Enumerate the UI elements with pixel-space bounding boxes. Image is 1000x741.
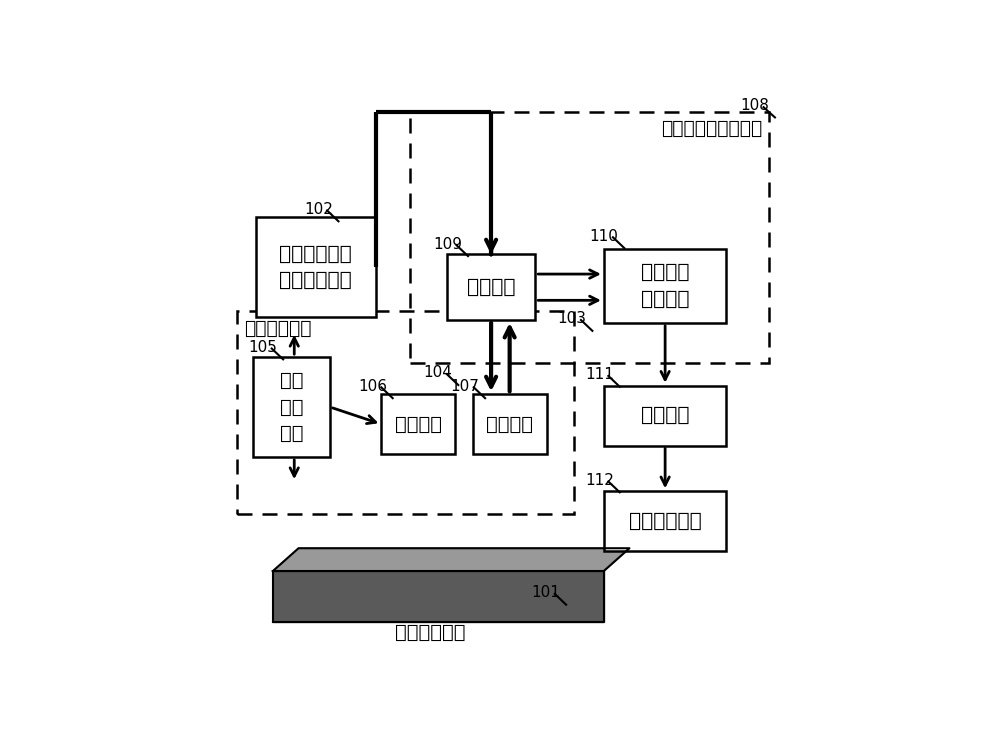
Bar	[604, 491, 726, 551]
Bar	[381, 394, 455, 454]
Text: 检测线圈: 检测线圈	[486, 415, 533, 433]
Bar	[410, 112, 769, 363]
Text: 112: 112	[585, 473, 614, 488]
Text: 106: 106	[358, 379, 387, 393]
Text: 102: 102	[304, 202, 333, 216]
Text: 多频检测
信号分离: 多频检测 信号分离	[641, 263, 689, 308]
Text: 深度反演模块: 深度反演模块	[629, 511, 702, 531]
Bar	[253, 357, 330, 457]
Text: 103: 103	[558, 311, 587, 326]
Text: 激励线圈: 激励线圈	[395, 415, 442, 433]
Bar	[604, 249, 726, 323]
Text: 107: 107	[451, 379, 479, 393]
Text: 109: 109	[433, 236, 462, 251]
Text: 108: 108	[740, 98, 769, 113]
Text: 复合材料试样: 复合材料试样	[395, 622, 465, 642]
Text: 104: 104	[424, 365, 453, 380]
Text: 前置放大: 前置放大	[467, 278, 515, 296]
Bar	[473, 394, 547, 454]
Polygon shape	[273, 548, 629, 571]
Bar	[604, 385, 726, 445]
Bar	[237, 311, 574, 514]
Bar	[447, 254, 535, 320]
Text: 信号处理及分离模块: 信号处理及分离模块	[661, 119, 762, 138]
Text: 信号采集: 信号采集	[641, 406, 689, 425]
Text: 111: 111	[585, 368, 614, 382]
Bar	[256, 217, 376, 317]
Text: 探头
控制
机构: 探头 控制 机构	[280, 371, 303, 443]
Text: 105: 105	[249, 340, 277, 355]
Text: 110: 110	[590, 228, 619, 244]
Text: 涡流传感单元: 涡流传感单元	[244, 319, 312, 338]
Text: 101: 101	[532, 585, 560, 600]
Polygon shape	[273, 571, 604, 622]
Text: 多频正弦激励
信号发生模块: 多频正弦激励 信号发生模块	[279, 245, 352, 290]
